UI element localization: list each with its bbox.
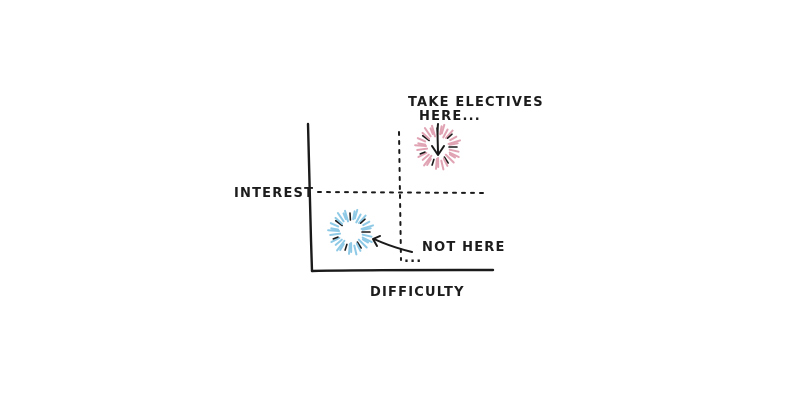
- sparkle-circle-icon: [414, 123, 461, 171]
- ellipsis-dots: ...: [404, 251, 422, 266]
- y-axis: [306, 122, 314, 273]
- x-axis-label: DIFFICULTY: [370, 285, 465, 300]
- sparkle-circle-icon: [327, 208, 374, 256]
- not-here-label: NOT HERE: [422, 240, 506, 255]
- down-arrow-icon: [431, 123, 445, 156]
- x-axis: [310, 268, 495, 273]
- y-axis-label: INTEREST: [234, 186, 314, 201]
- horizontal-divider: [317, 191, 489, 194]
- curved-arrow-icon: [372, 235, 413, 253]
- take-electives-label: TAKE ELECTIVES: [408, 95, 544, 110]
- here-label: HERE...: [419, 109, 481, 124]
- vertical-divider: [398, 131, 402, 261]
